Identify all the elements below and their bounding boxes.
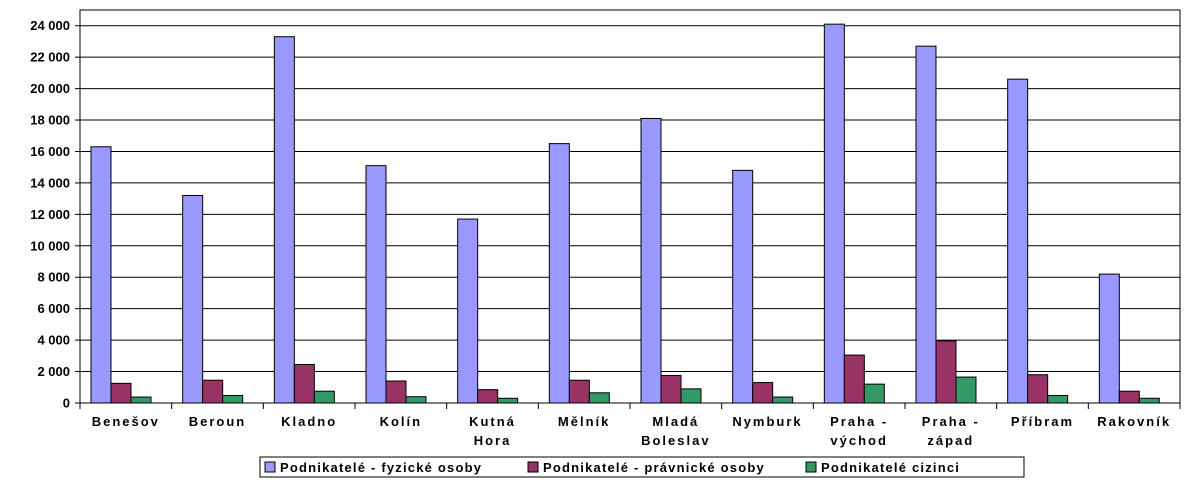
bar-3-12 (1138, 397, 1160, 404)
y-tick-label: 12 000 (30, 207, 70, 222)
bar-1-10 (915, 45, 937, 404)
legend-swatch (264, 461, 276, 473)
bar-1-9 (823, 23, 845, 404)
legend-label: Podnikatelé - právnické osoby (543, 460, 765, 475)
legend-swatch (527, 461, 539, 473)
gridlines (79, 9, 1181, 404)
bar-1-8 (732, 169, 754, 404)
y-axis: 0 2 000 4 000 6 000 8 000 10 000 12 000 14 000 1… (30, 18, 80, 411)
bar-2-2 (202, 379, 224, 404)
x-category-label: Beroun (189, 414, 247, 429)
y-tick-label: 16 000 (30, 144, 70, 159)
y-tick-label: 10 000 (30, 238, 70, 253)
bar-2-4 (385, 380, 407, 404)
bar-3-7 (680, 388, 702, 404)
y-tick-label: 2 000 (37, 364, 70, 379)
bar-3-8 (772, 396, 794, 404)
bar-1-2 (182, 194, 204, 404)
bar-3-2 (222, 394, 244, 404)
bar-1-12 (1098, 273, 1120, 404)
x-category-label: Mělník (558, 414, 610, 429)
bar-2-8 (752, 382, 774, 404)
bar-2-5 (477, 389, 499, 404)
bar-3-9 (863, 383, 885, 404)
y-tick-label: 14 000 (30, 175, 70, 190)
x-category-label: Příbram (1011, 414, 1074, 429)
legend-box (259, 456, 1025, 478)
legend-label: Podnikatelé cizinci (821, 460, 960, 475)
bar-1-3 (273, 36, 295, 404)
bar-1-5 (457, 218, 479, 404)
x-category-label: Nymburk (732, 414, 802, 429)
bar-1-1 (90, 146, 112, 404)
y-tick-label: 4 000 (37, 333, 70, 348)
bar-2-12 (1118, 390, 1140, 404)
bar-3-11 (1047, 394, 1069, 404)
bar-3-10 (955, 376, 977, 404)
bar-2-3 (293, 363, 315, 404)
bar-3-3 (313, 390, 335, 404)
y-tick-label: 0 (63, 396, 70, 411)
bars (90, 23, 1160, 404)
x-category-label: Praha -západ (922, 414, 980, 448)
bar-1-11 (1007, 78, 1029, 404)
bar-3-6 (588, 392, 610, 404)
bar-2-9 (843, 354, 865, 404)
x-category-label: Rakovník (1097, 414, 1171, 429)
y-tick-label: 8 000 (37, 270, 70, 285)
bar-3-5 (497, 397, 519, 404)
y-tick-label: 22 000 (30, 50, 70, 65)
x-category-label: Kolín (380, 414, 423, 429)
legend-label: Podnikatelé - fyzické osoby (280, 460, 482, 475)
y-tick-label: 20 000 (30, 81, 70, 96)
bar-1-4 (365, 165, 387, 404)
bar-3-1 (130, 396, 152, 404)
y-tick-label: 6 000 (37, 301, 70, 316)
x-axis: Benešov Beroun Kladno Kolín Kutná Hora Mělník M… (79, 403, 1181, 448)
legend-swatch (805, 461, 817, 473)
x-category-label: Benešov (92, 414, 160, 429)
bar-1-6 (548, 143, 570, 404)
x-category-label: Kladno (281, 414, 337, 429)
bar-2-1 (110, 382, 132, 404)
x-category-label: Kutná Hora (469, 414, 516, 448)
bar-2-6 (568, 379, 590, 404)
bar-2-10 (935, 340, 957, 404)
bar-3-4 (405, 396, 427, 404)
y-tick-label: 18 000 (30, 113, 70, 128)
legend: Podnikatelé - fyzické osoby Podnikatelé -… (259, 456, 1025, 478)
bar-2-7 (660, 374, 682, 404)
bar-2-11 (1027, 374, 1049, 404)
bar-1-7 (640, 117, 662, 404)
x-category-label: Mladá Boleslav (641, 414, 710, 448)
x-category-label: Praha -východ (830, 414, 888, 448)
y-tick-label: 24 000 (30, 18, 70, 33)
